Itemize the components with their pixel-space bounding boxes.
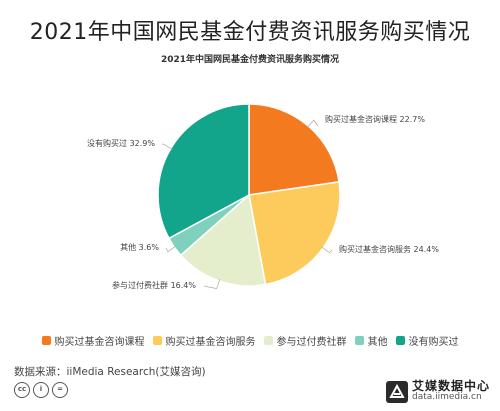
slice-label: 购买过基金咨询服务 24.4% [339, 244, 439, 254]
legend-swatch [354, 336, 364, 345]
brand-logo-icon [385, 380, 408, 403]
legend-label: 其他 [367, 337, 388, 348]
legend-swatch [152, 336, 162, 345]
brand-block: 艾媒数据中心 data.iimedia.cn [385, 379, 490, 403]
pie-chart: 2021年中国网民基金付费资讯服务购买情况 购买过基金咨询课程 22.7% 购买过… [87, 53, 439, 290]
legend-item: 购买过基金咨询课程 [41, 333, 145, 348]
equals-icon: = [52, 382, 68, 398]
legend-item: 没有购买过 [395, 333, 459, 348]
page-title: 2021年中国网民基金付费资讯服务购买情况 [29, 20, 471, 45]
chart-title: 2021年中国网民基金付费资讯服务购买情况 [161, 53, 339, 65]
legend-item: 购买过基金咨询服务 [152, 333, 256, 348]
slice-label: 参与过付费社群 16.4% [112, 280, 196, 290]
data-source: 数据来源：iiMedia Research(艾媒咨询) [14, 366, 206, 378]
legend-item: 其他 [354, 333, 388, 348]
legend-swatch [395, 336, 405, 345]
slice-label: 购买过基金咨询课程 22.7% [325, 114, 425, 124]
leader-line [306, 119, 319, 128]
legend-item: 参与过付费社群 [263, 333, 347, 348]
cc-icon: cc [14, 382, 30, 398]
legend-label: 购买过基金咨询课程 [54, 337, 145, 348]
slice-label: 没有购买过 32.9% [87, 138, 155, 148]
legend-swatch [41, 336, 51, 345]
slice-label: 其他 3.6% [120, 242, 159, 252]
attribution-icon: i [33, 382, 49, 398]
leader-line [321, 246, 333, 254]
chart-legend: 购买过基金咨询课程 购买过基金咨询服务 参与过付费社群 其他 没有购买过 [0, 333, 500, 348]
legend-label: 参与过付费社群 [276, 337, 347, 348]
brand-name: 艾媒数据中心 [411, 379, 490, 393]
brand-url: data.iimedia.cn [411, 392, 482, 403]
legend-label: 购买过基金咨询服务 [165, 337, 256, 348]
leader-line [165, 245, 177, 253]
legend-swatch [263, 336, 273, 345]
leader-line [203, 278, 221, 289]
leader-line [161, 143, 173, 150]
legend-label: 没有购买过 [408, 337, 459, 348]
license-badges: cc i = [14, 382, 68, 398]
